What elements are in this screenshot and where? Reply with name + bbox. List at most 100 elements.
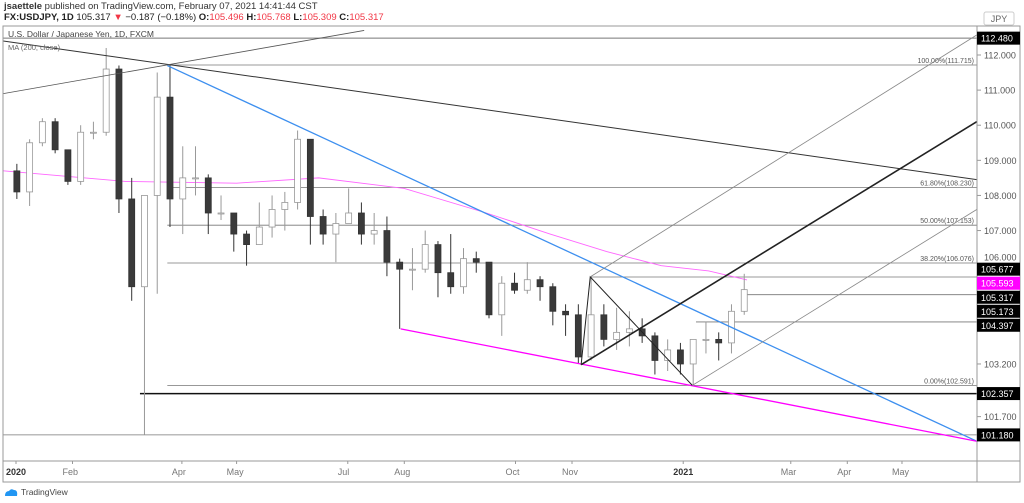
price-badge — [977, 318, 1020, 332]
price-badge-label: 105.317 — [981, 293, 1014, 303]
candle-body — [243, 233, 250, 245]
price-axis[interactable]: 112.000 111.000 110.000 109.000 108.000 107.0… — [977, 51, 1017, 423]
candle-body — [702, 338, 710, 341]
trendline — [400, 328, 977, 442]
candle-body — [740, 289, 748, 312]
trendline — [590, 34, 977, 278]
candle-body — [523, 279, 531, 291]
symbol-info: FX:USDJPY, 1D 105.317 ▼ −0.187 (−0.18%) … — [4, 12, 384, 23]
candle-body — [511, 282, 518, 291]
price-badge-label: 105.593 — [981, 279, 1014, 289]
candle-body — [38, 121, 46, 144]
candle-body — [715, 338, 723, 344]
fib-label: 0.00%(102.591) — [924, 378, 974, 385]
time-tick-label: 2021 — [673, 467, 693, 477]
candle-body — [460, 258, 467, 288]
price-badge-label: 101.180 — [981, 430, 1014, 440]
price-badge — [977, 428, 1020, 442]
time-tick-label: Feb — [63, 467, 79, 477]
time-tick-label: Jul — [338, 467, 350, 477]
candle-body — [64, 149, 72, 182]
candle-body — [77, 131, 85, 182]
fib-label: 100.00%(111.715) — [917, 58, 974, 65]
trendline — [580, 121, 977, 366]
symbol: FX:USDJPY, 1D — [4, 12, 74, 23]
candle-body — [370, 230, 378, 235]
time-tick-label: Mar — [781, 467, 797, 477]
open-value: 105.496 — [209, 12, 244, 23]
price-badge-label: 105.173 — [981, 307, 1014, 317]
currency-label-box — [983, 11, 1015, 26]
candle-body — [179, 177, 187, 200]
candle-body — [102, 68, 110, 133]
candle-body — [498, 282, 506, 316]
trendline — [3, 40, 977, 181]
candle-body — [485, 261, 493, 316]
change: −0.187 (−0.18%) — [125, 12, 197, 23]
candle-body — [383, 230, 391, 263]
candle-body — [345, 212, 353, 224]
candle-body — [689, 338, 697, 365]
time-tick-label: Apr — [837, 467, 851, 477]
price-badge-label: 102.357 — [981, 389, 1014, 399]
candle-body — [204, 177, 212, 214]
candle-body — [625, 328, 633, 333]
time-axis[interactable]: 2020 Feb Apr May Jul Aug Oct Nov 2021 Mar Apr May — [6, 461, 909, 477]
candle-body — [396, 261, 404, 270]
price-badges: 112.480 105.677 105.593 105.317 105.173 104.3… — [977, 31, 1020, 442]
high-value: 105.768 — [256, 12, 291, 23]
candle-body — [434, 244, 442, 274]
candle-body — [319, 216, 327, 235]
candle-body — [128, 198, 136, 288]
candle-body — [166, 96, 174, 200]
price-badge-label: 104.397 — [981, 321, 1014, 331]
publish-text: published on TradingView.com, February 0… — [44, 1, 318, 12]
candle-body — [153, 96, 161, 196]
low-label: L: — [293, 12, 303, 23]
ma-legend: MA (200, close) — [8, 43, 61, 52]
author: jsaettele — [4, 1, 43, 12]
close-value: 105.317 — [349, 12, 384, 23]
time-tick-label: Apr — [172, 467, 186, 477]
candle-body — [332, 223, 340, 235]
candle-body — [230, 212, 238, 235]
down-arrow-icon: ▼ — [113, 12, 123, 23]
low-value: 105.309 — [302, 12, 337, 23]
candle-body — [255, 226, 263, 245]
price-badge — [977, 276, 1020, 290]
candle-body — [664, 349, 672, 361]
fib-label: 61.80%(108.230) — [920, 180, 974, 187]
chart-title: U.S. Dollar / Japanese Yen, 1D, FXCM — [8, 29, 154, 39]
candle-body — [562, 310, 569, 316]
trendline — [167, 64, 977, 442]
price-badge — [977, 290, 1020, 304]
price-tick-label: 107.000 — [984, 226, 1017, 236]
candle-body — [268, 209, 276, 228]
price-tick-label: 111.000 — [984, 86, 1015, 96]
price-tick-label: 109.000 — [984, 156, 1017, 166]
candle-body — [536, 279, 544, 288]
price-badge — [977, 31, 1020, 45]
candle-body — [306, 138, 314, 217]
candle-body — [600, 314, 608, 340]
price-tick-label: 101.700 — [984, 412, 1017, 422]
time-tick-label: May — [227, 467, 245, 477]
high-label: H: — [246, 12, 257, 23]
candle-body — [192, 177, 199, 180]
tradingview-logo-icon — [5, 488, 18, 496]
candle-body — [26, 142, 34, 193]
candle-body — [281, 202, 289, 210]
candle-body — [613, 331, 621, 340]
candle-body — [677, 349, 684, 365]
footer: TradingView — [4, 487, 68, 497]
fib-label: 50.00%(107.153) — [920, 218, 974, 225]
candle-body — [51, 121, 59, 151]
time-tick-label: Aug — [394, 467, 410, 477]
currency-label: JPY — [991, 14, 1008, 24]
fib-label: 38.20%(106.076) — [920, 256, 974, 263]
candle-body — [574, 314, 582, 358]
candle-body — [421, 244, 429, 270]
candle-body — [447, 272, 455, 288]
candle-body — [141, 195, 148, 288]
